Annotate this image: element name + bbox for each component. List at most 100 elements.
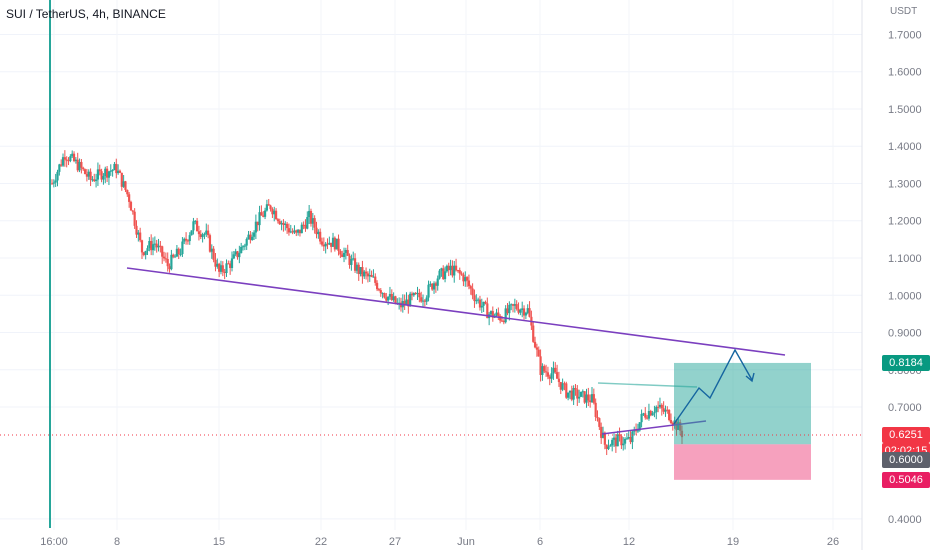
candle-body — [466, 277, 469, 281]
price-tick-label: 1.2000 — [888, 216, 922, 228]
candle-body — [106, 168, 109, 178]
candle-body — [533, 341, 537, 348]
candle-body — [280, 222, 283, 225]
candle-body — [629, 437, 632, 443]
upper-trendline — [126, 267, 786, 356]
candle-body — [554, 367, 557, 373]
candle-body — [295, 230, 298, 233]
candle-body — [184, 238, 188, 241]
candle-body — [339, 250, 342, 255]
symbol-title[interactable]: SUI / TetherUS, 4h, BINANCE — [6, 7, 166, 21]
candle-body — [298, 229, 302, 234]
candle-body — [271, 209, 274, 215]
candle-body — [499, 315, 502, 321]
candle-body — [181, 241, 184, 255]
candle-body — [363, 271, 366, 277]
candle-body — [631, 431, 634, 443]
candle-body — [135, 225, 138, 235]
candle-body — [623, 438, 627, 444]
candle-body — [440, 268, 443, 271]
candle-body — [377, 289, 381, 291]
candle-body — [502, 320, 505, 323]
candle-body — [585, 394, 588, 403]
candle-body — [319, 231, 322, 242]
entry-price-badge: 0.6000 — [882, 452, 930, 469]
candle-body — [216, 263, 219, 267]
candle-body — [243, 245, 246, 247]
candle-body — [359, 267, 362, 275]
candle-body — [451, 265, 454, 276]
candle-body — [104, 168, 107, 177]
candle-body — [603, 432, 606, 445]
candle-body — [344, 250, 347, 253]
candle-body — [539, 356, 542, 375]
candle-body — [636, 430, 640, 432]
time-tick-label: 6 — [537, 536, 543, 548]
price-tick-label: 1.0000 — [888, 290, 922, 302]
candle-body — [52, 182, 55, 184]
candle-body — [252, 232, 256, 237]
candle-body — [504, 308, 507, 323]
candle-body — [245, 239, 248, 246]
candle-body — [541, 366, 544, 375]
candle-body — [552, 367, 555, 374]
candle-body — [131, 210, 134, 212]
candle-body — [416, 292, 419, 295]
candle-body — [521, 308, 524, 310]
candle-body — [60, 164, 63, 166]
candle-body — [456, 270, 460, 272]
candle-body — [199, 234, 202, 238]
candle-body — [537, 349, 540, 357]
candle-body — [157, 245, 160, 248]
candle-body — [282, 222, 285, 225]
candle-body — [91, 179, 94, 181]
candle-body — [565, 383, 568, 398]
candle-body — [175, 248, 178, 257]
candle-body — [462, 274, 465, 282]
time-tick-label: 19 — [727, 536, 739, 548]
candle-body — [320, 241, 324, 245]
candle-body — [82, 167, 85, 170]
candle-body — [333, 237, 336, 250]
candle-body — [618, 434, 621, 436]
candle-body — [173, 256, 177, 258]
candle-body — [269, 205, 272, 210]
candle-body — [355, 264, 358, 271]
candle-body — [574, 388, 577, 390]
candle-body — [535, 347, 538, 350]
candle-body — [144, 250, 147, 255]
candle-body — [420, 297, 423, 302]
candle-body — [240, 246, 243, 254]
candle-body — [168, 266, 171, 270]
candle-body — [477, 299, 480, 301]
candle-body — [221, 265, 224, 272]
candle-body — [284, 223, 287, 225]
candle-body — [118, 170, 122, 173]
candle-body — [232, 254, 235, 259]
candle-body — [102, 176, 105, 180]
candle-body — [207, 230, 210, 236]
candle-body — [304, 225, 307, 229]
candle-body — [405, 299, 408, 305]
candle-body — [412, 292, 415, 296]
candle-body — [107, 171, 111, 178]
price-tick-label: 0.7000 — [888, 402, 922, 414]
candle-body — [353, 258, 357, 271]
candle-body — [640, 413, 643, 423]
candle-body — [655, 406, 658, 413]
candle-body — [139, 232, 142, 241]
candle-body — [666, 409, 669, 411]
candle-body — [260, 212, 263, 216]
candle-body — [61, 157, 65, 166]
candle-body — [249, 234, 252, 241]
candle-body — [438, 270, 441, 279]
candle-body — [93, 179, 96, 182]
candle-body — [302, 224, 305, 226]
candle-body — [563, 383, 566, 385]
candle-body — [219, 265, 223, 272]
candle-body — [443, 271, 447, 280]
candle-body — [109, 170, 112, 172]
candle-body — [120, 172, 123, 187]
candle-body — [63, 157, 66, 160]
